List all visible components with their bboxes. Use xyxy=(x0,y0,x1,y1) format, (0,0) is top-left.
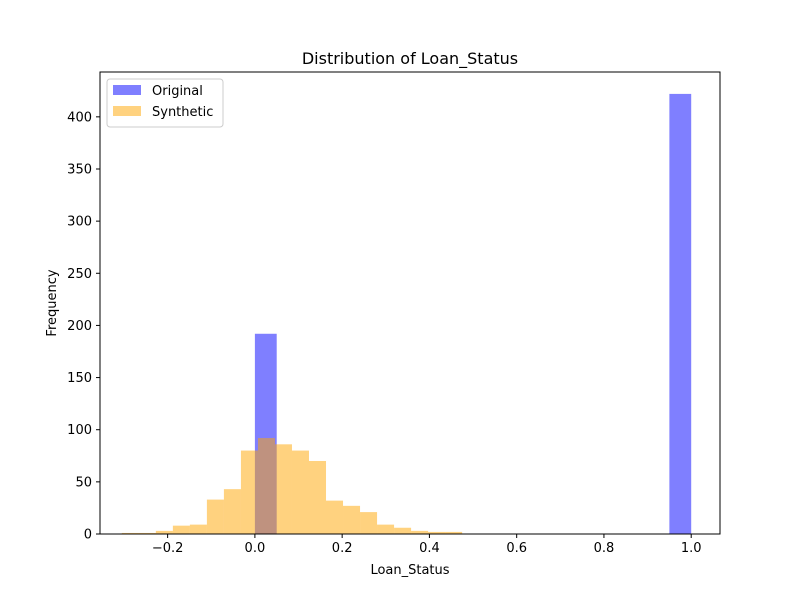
bar-original-1 xyxy=(669,93,692,534)
x-tick-label: 0.4 xyxy=(419,541,440,556)
bar-synthetic-18 xyxy=(428,531,446,534)
bar-synthetic-9 xyxy=(274,444,292,534)
bar-synthetic-7 xyxy=(240,450,258,534)
legend-label-original: Original xyxy=(152,84,203,99)
bar-synthetic-13 xyxy=(343,505,361,534)
y-tick-label: 150 xyxy=(67,371,92,386)
y-tick-label: 250 xyxy=(67,267,92,282)
bar-synthetic-14 xyxy=(360,512,378,534)
bar-synthetic-8 xyxy=(257,438,275,534)
x-tick-label: 0.8 xyxy=(594,541,615,556)
bar-synthetic-17 xyxy=(411,530,429,534)
bar-synthetic-5 xyxy=(206,499,224,534)
y-tick-label: 400 xyxy=(67,110,92,125)
y-tick-label: 200 xyxy=(67,319,92,334)
bar-synthetic-4 xyxy=(189,524,207,534)
bar-synthetic-0 xyxy=(121,532,139,534)
bar-synthetic-12 xyxy=(326,500,344,534)
plot-frame xyxy=(99,71,721,535)
legend-swatch-original xyxy=(113,85,141,95)
bar-synthetic-15 xyxy=(377,524,395,534)
bars-layer xyxy=(121,93,692,534)
legend: Original Synthetic xyxy=(106,78,224,128)
x-tick-label: 1.0 xyxy=(681,541,702,556)
x-axis-label: Loan_Status xyxy=(370,563,449,578)
y-tick-label: 100 xyxy=(67,423,92,438)
y-tick-label: 350 xyxy=(67,162,92,177)
bar-synthetic-1 xyxy=(138,532,156,534)
bar-synthetic-6 xyxy=(223,489,241,534)
y-axis: 0 50 100 150 200 250 300 350 400 xyxy=(67,110,100,543)
y-axis-label: Frequency xyxy=(45,269,60,336)
y-tick-label: 300 xyxy=(67,215,92,230)
x-tick-label: 0.6 xyxy=(506,541,527,556)
y-tick-label: 0 xyxy=(84,528,92,543)
x-tick-label: 0.2 xyxy=(332,541,353,556)
x-tick-label: 0.0 xyxy=(245,541,266,556)
bar-synthetic-3 xyxy=(172,525,190,534)
legend-swatch-synthetic xyxy=(113,106,141,116)
bar-synthetic-10 xyxy=(291,450,309,534)
bar-synthetic-16 xyxy=(394,527,412,534)
x-tick-label: −0.2 xyxy=(152,541,184,556)
bar-synthetic-2 xyxy=(155,530,173,534)
chart-title: Distribution of Loan_Status xyxy=(302,49,518,69)
y-tick-label: 50 xyxy=(75,475,92,490)
legend-label-synthetic: Synthetic xyxy=(152,105,213,120)
x-axis: −0.2 0.0 0.2 0.4 0.6 0.8 1.0 xyxy=(152,534,702,556)
bar-synthetic-19 xyxy=(445,531,463,534)
bar-synthetic-11 xyxy=(308,460,327,534)
